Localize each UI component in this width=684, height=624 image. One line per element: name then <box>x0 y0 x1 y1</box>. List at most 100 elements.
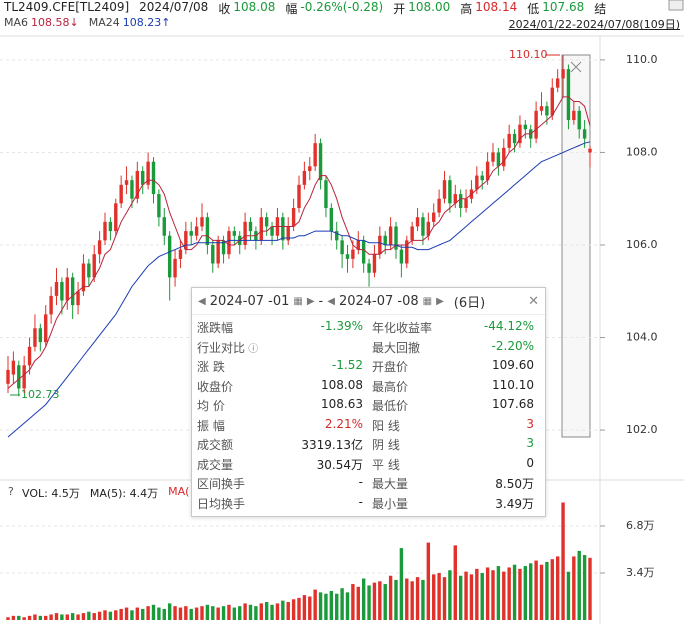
close[interactable]: ✕ <box>528 293 539 309</box>
candle-body <box>464 198 468 208</box>
volume-bar <box>437 572 441 620</box>
candle-body <box>394 226 398 250</box>
selection-close[interactable] <box>570 61 582 73</box>
volume-bar <box>194 607 199 620</box>
volume-bar <box>60 614 64 620</box>
next[interactable]: ▶ <box>436 295 444 307</box>
popup-label: 年化收益率 <box>372 321 433 336</box>
annotation: 102.73 <box>21 388 60 401</box>
prev[interactable]: ◀ <box>327 295 335 307</box>
volume-bar <box>410 581 414 620</box>
candle-body <box>523 124 528 130</box>
candle-body <box>157 194 161 218</box>
volume-bar <box>491 570 495 620</box>
popup-label: 阳 线 <box>372 418 400 433</box>
volume-bar <box>205 604 210 620</box>
volume-bar <box>308 596 312 620</box>
popup-cell: 阴 线 3 <box>368 436 539 453</box>
popup-cell: 平 线 0 <box>368 456 539 473</box>
volume-bar <box>356 586 360 620</box>
field-value: 107.68 <box>542 0 585 14</box>
candle-body <box>458 194 463 208</box>
popup-row: 振 幅 2.21% 阳 线 3 <box>192 416 545 436</box>
volume-bar <box>162 608 166 620</box>
popup-value: 0 <box>526 455 534 470</box>
prev[interactable]: ◀ <box>198 295 206 307</box>
volume-bar <box>81 613 86 620</box>
volume-bar <box>523 566 528 620</box>
date-range-text[interactable]: 2024/01/22-2024/07/08(109日) <box>508 18 680 31</box>
volume-label: MA( <box>168 485 190 498</box>
help-icon[interactable]: ? <box>8 485 14 498</box>
to-date[interactable]: 2024-07 -08 <box>338 293 419 309</box>
popup-row: 均 价 108.63 最低价 107.68 <box>192 396 545 416</box>
volume-bar <box>281 600 285 620</box>
field: 收 108.08 <box>218 0 275 17</box>
volume-bar <box>388 575 393 620</box>
legend: MA6 108.58↓ MA24 108.23↑ <box>4 16 170 29</box>
volume-bar <box>302 595 307 620</box>
calendar[interactable]: ▦ <box>422 295 433 307</box>
calendar[interactable]: ▦ <box>293 295 303 307</box>
candle-body <box>124 180 129 185</box>
popup-cell: 涨跌幅 -1.39% <box>197 319 368 336</box>
volume-bar <box>135 607 140 620</box>
candle-body <box>577 110 581 130</box>
candle-body <box>65 277 69 301</box>
candle-body <box>184 231 188 250</box>
candle-body <box>70 277 75 306</box>
next[interactable]: ▶ <box>306 295 315 307</box>
volume-bar <box>432 574 436 620</box>
candle-body <box>221 240 226 255</box>
candle-body <box>108 221 113 232</box>
volume-bar <box>141 608 145 620</box>
volume-bar <box>248 604 253 620</box>
info-icon[interactable]: ⓘ <box>245 343 259 355</box>
candle-body <box>81 263 86 292</box>
candle-body <box>502 147 506 167</box>
volume-bar <box>238 606 242 620</box>
volume-bar <box>270 604 274 620</box>
popup-cell: 日均换手 - <box>197 495 368 512</box>
volume-bar <box>518 568 522 620</box>
candle-body <box>534 110 538 139</box>
popup-label: 成交额 <box>197 438 234 453</box>
annotation: 110.10 <box>509 48 548 61</box>
from-date[interactable]: 2024-07 -01 <box>209 293 290 309</box>
candle-body <box>76 291 80 306</box>
popup-label: 最高价 <box>372 379 409 394</box>
popup-label: 日均换手 <box>197 496 246 511</box>
candle-body <box>582 129 587 139</box>
volume-bar <box>124 607 129 620</box>
dash: - <box>318 293 324 309</box>
popup-label: 均 价 <box>197 399 225 414</box>
volume-bar <box>453 545 457 620</box>
candle-body <box>437 198 441 213</box>
popup-label: 最低价 <box>372 399 409 414</box>
candle-body <box>141 170 145 185</box>
volume-bar <box>399 548 404 620</box>
candle-body <box>114 203 118 232</box>
volume-bar <box>49 614 53 620</box>
candle-body <box>453 194 457 204</box>
candle-body <box>27 346 32 366</box>
volume-bar <box>227 604 231 620</box>
date-range[interactable]: 2024/01/22-2024/07/08(109日) <box>509 16 680 32</box>
popup-label: 阴 线 <box>372 438 400 453</box>
candle-body <box>103 221 107 241</box>
volume-bar <box>394 579 398 620</box>
popup-label: 区间换手 <box>197 477 246 492</box>
y-tick-label: 106.0 <box>626 238 658 251</box>
popup-label: 涨跌幅 <box>197 321 234 336</box>
volume-bar <box>577 550 581 620</box>
candle-body <box>356 240 360 250</box>
legend-item: MA24 108.23↑ <box>89 16 171 29</box>
volume-bar <box>216 607 220 620</box>
ma-line <box>7 141 591 438</box>
candle-body <box>555 78 560 88</box>
volume-bar <box>103 610 107 620</box>
popup-value: 108.63 <box>321 397 363 412</box>
volume-bar <box>92 613 96 620</box>
candle-body <box>313 143 317 167</box>
volume-bar <box>512 564 517 620</box>
